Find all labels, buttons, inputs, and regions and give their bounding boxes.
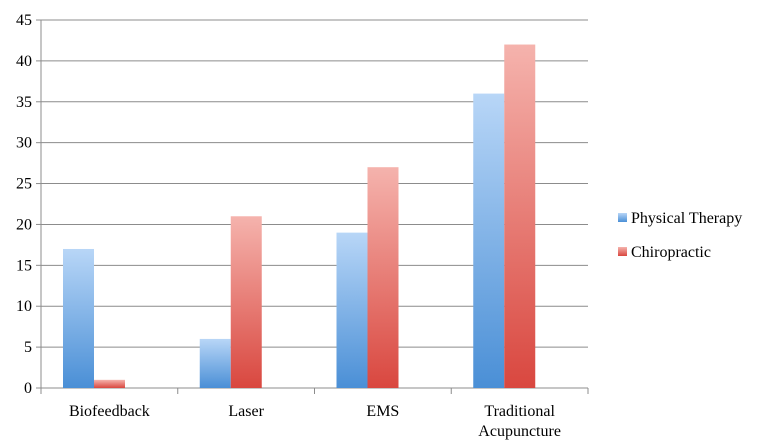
y-tick-label: 40 — [16, 53, 32, 70]
bar-chiropractic — [94, 379, 125, 388]
y-tick-label: 10 — [16, 298, 32, 315]
legend-label: Physical Therapy — [631, 210, 742, 227]
x-category-label: Acupuncture — [478, 423, 561, 440]
y-tick-label: 5 — [24, 339, 32, 356]
legend-label: Chiropractic — [631, 244, 711, 261]
legend: Physical Therapy Chiropractic — [618, 210, 742, 261]
y-tick-label: 15 — [16, 257, 32, 274]
bar-chiropractic — [367, 167, 399, 388]
x-category-label: Traditional — [484, 403, 555, 420]
y-tick-label: 0 — [24, 380, 32, 397]
y-tick-label: 35 — [16, 94, 32, 111]
legend-swatch — [618, 213, 627, 222]
y-tick-label: 45 — [16, 12, 32, 29]
bar-chiropractic — [504, 44, 536, 389]
x-category-label: Laser — [228, 403, 264, 420]
gridlines — [41, 19, 588, 348]
bar-physical-therapy — [199, 338, 231, 388]
bar-physical-therapy — [63, 248, 94, 388]
y-tick-label: 25 — [16, 176, 32, 193]
bars — [63, 44, 536, 389]
y-tick-label: 30 — [16, 135, 32, 152]
legend-swatch — [618, 247, 627, 256]
bar-physical-therapy — [336, 232, 368, 388]
x-category-label: Biofeedback — [69, 403, 150, 420]
y-tick-label: 20 — [16, 216, 32, 233]
x-category-label: EMS — [366, 403, 399, 420]
bar-chiropractic — [230, 216, 262, 388]
axis-labels: 0 5 10 15 20 25 30 35 40 45 Biofeedback Laser EMS Tra… — [16, 12, 561, 440]
bar-physical-therapy — [473, 93, 505, 388]
